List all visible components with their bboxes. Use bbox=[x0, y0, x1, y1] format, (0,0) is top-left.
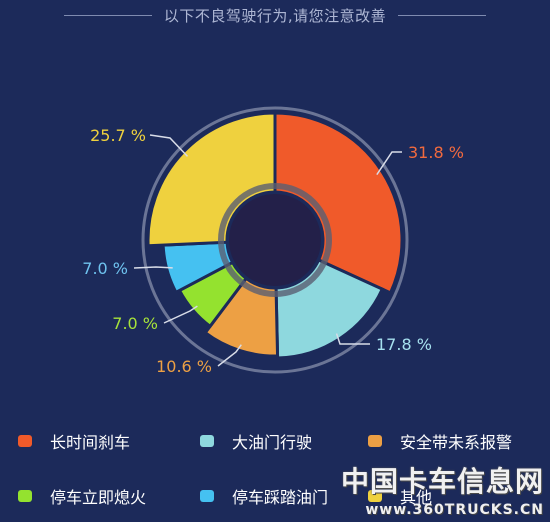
leader-line-4 bbox=[163, 305, 198, 324]
data-label-3: 10.6 % bbox=[156, 357, 212, 376]
legend-swatch bbox=[200, 490, 214, 502]
legend-item-2[interactable]: 大油门行驶 bbox=[200, 429, 312, 453]
pie-slice-1 bbox=[273, 111, 404, 295]
pie-chart: 31.8 % 17.8 % 10.6 % 7.0 % 7.0 % 25.7 % bbox=[82, 106, 464, 376]
leader-line-5 bbox=[133, 266, 173, 269]
data-label-5: 7.0 % bbox=[82, 259, 128, 278]
legend-label: 停车立即熄火 bbox=[50, 488, 147, 507]
legend-item-3[interactable]: 安全带未系报警 bbox=[368, 429, 512, 453]
title-line-left bbox=[63, 14, 152, 16]
legend-swatch bbox=[200, 435, 214, 447]
pie-outer-ring bbox=[141, 106, 409, 374]
legend-label: 停车踩踏油门 bbox=[232, 488, 329, 507]
title-line-right bbox=[398, 14, 487, 16]
watermark-url: www.360TRUCKS.CN bbox=[365, 502, 544, 518]
data-label-2: 17.8 % bbox=[376, 335, 432, 354]
title-bar: 以下不良驾驶行为,请您注意改善 bbox=[0, 0, 550, 30]
legend-swatch bbox=[18, 490, 32, 502]
pie-slice-6 bbox=[146, 111, 277, 248]
leader-line-6 bbox=[149, 134, 189, 157]
legend-item-5[interactable]: 停车踩踏油门 bbox=[200, 484, 328, 508]
leader-line-3 bbox=[217, 344, 242, 367]
data-label-1: 31.8 % bbox=[408, 143, 464, 162]
pie-slice-3 bbox=[203, 276, 280, 358]
legend-label: 安全带未系报警 bbox=[400, 433, 513, 452]
data-label-4: 7.0 % bbox=[112, 314, 158, 333]
leader-line-2 bbox=[335, 333, 370, 345]
legend-item-4[interactable]: 停车立即熄火 bbox=[18, 484, 146, 508]
legend-swatch bbox=[18, 435, 32, 447]
legend-item-1[interactable]: 长时间刹车 bbox=[18, 429, 130, 453]
legend-label: 长时间刹车 bbox=[50, 433, 131, 452]
leader-line-1 bbox=[376, 151, 402, 176]
legend-swatch bbox=[368, 435, 382, 447]
legend-label: 大油门行驶 bbox=[232, 433, 313, 452]
chart-title: 以下不良驾驶行为,请您注意改善 bbox=[163, 6, 387, 25]
data-label-6: 25.7 % bbox=[90, 126, 146, 145]
pie-center-hole bbox=[229, 194, 321, 286]
watermark-text: 中国卡车信息网 bbox=[340, 465, 544, 498]
pie-inner-ring bbox=[218, 183, 332, 297]
